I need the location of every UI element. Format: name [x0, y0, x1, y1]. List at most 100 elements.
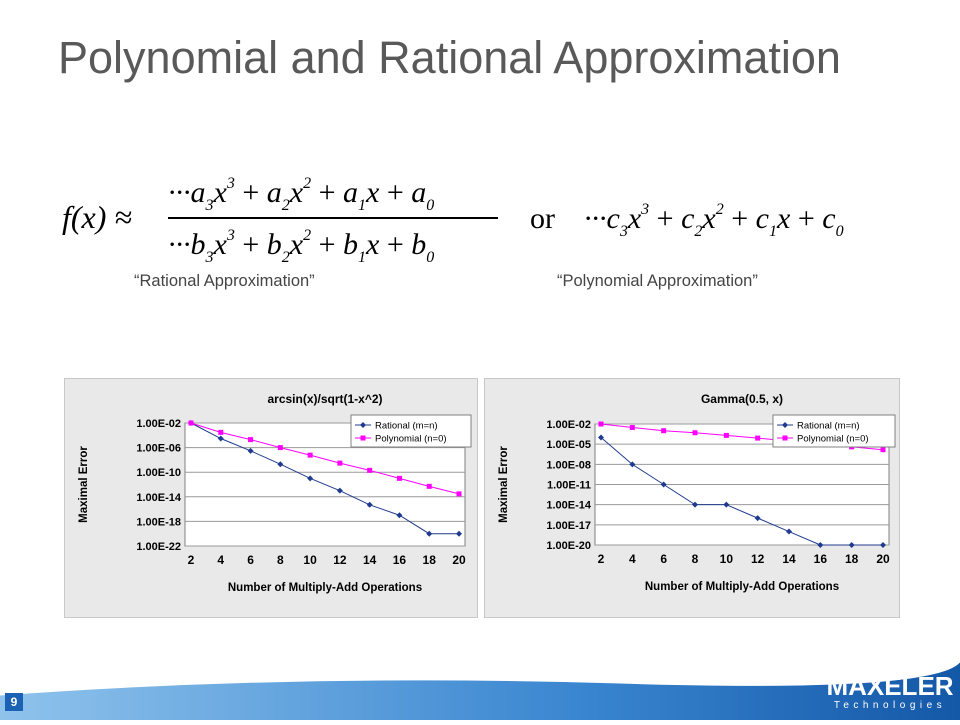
data-point	[188, 420, 194, 426]
x-tick-label: 12	[333, 553, 347, 567]
polynomial-formula: ···c3x3 + c2x2 + c1x + c0	[584, 201, 844, 240]
data-point	[848, 542, 855, 548]
y-tick-label: 1.00E-02	[546, 419, 591, 431]
series-line	[190, 422, 459, 535]
chart-panel-gamma: Gamma(0.5, x) 1.00E-02 1.00E-05 1.00E-08 1.0…	[484, 378, 900, 618]
caption-rational: “Rational Approximation”	[134, 272, 315, 290]
series-line	[190, 422, 460, 495]
x-tick-label: 8	[692, 552, 699, 566]
rational-denominator: ···b3x3 + b2x2 + b1x + b0	[168, 227, 434, 266]
y-tick-label: 1.00E-11	[547, 480, 591, 492]
data-point	[396, 475, 402, 481]
legend-label: Polynomial (n=0)	[375, 434, 447, 445]
x-tick-label: 4	[629, 552, 636, 566]
data-point	[366, 501, 373, 508]
data-point	[337, 460, 343, 466]
y-tick-label: 1.00E-05	[546, 439, 591, 451]
data-point	[786, 528, 792, 535]
legend-marker	[782, 435, 788, 441]
data-point	[692, 430, 698, 436]
y-tick-label: 1.00E-08	[546, 459, 591, 471]
x-axis-label: Number of Multiply-Add Operations	[228, 582, 422, 594]
data-point	[880, 542, 886, 548]
data-point	[426, 483, 432, 489]
legend-box	[350, 414, 472, 448]
x-tick-label: 2	[598, 552, 605, 566]
data-point	[598, 434, 604, 441]
data-point	[248, 437, 254, 443]
x-tick-label: 6	[660, 552, 667, 566]
y-axis-label: Maximal Error	[78, 446, 90, 523]
y-tick-label: 1.00E-22	[136, 541, 181, 553]
data-point	[307, 475, 314, 482]
data-point	[367, 467, 373, 473]
y-tick-label: 1.00E-02	[136, 418, 181, 430]
page-number: 9	[5, 693, 23, 711]
data-point	[218, 429, 224, 435]
y-axis-label: Maximal Error	[498, 446, 510, 523]
y-tick-label: 1.00E-17	[546, 520, 591, 532]
data-point	[456, 491, 462, 497]
data-point	[660, 481, 667, 488]
data-point	[426, 530, 433, 537]
formula-lhs: f(x) ≈	[62, 199, 132, 235]
data-point	[217, 435, 224, 442]
data-point	[817, 542, 824, 548]
x-tick-label: 4	[217, 553, 224, 567]
data-point	[755, 435, 761, 441]
slide-title: Polynomial and Rational Approximation	[58, 32, 841, 83]
x-tick-label: 12	[751, 552, 765, 566]
data-point	[336, 487, 343, 494]
data-point	[277, 461, 284, 468]
x-tick-label: 2	[188, 553, 195, 567]
y-tick-label: 1.00E-06	[136, 443, 181, 455]
legend-box	[772, 414, 896, 448]
data-point	[277, 445, 283, 451]
legend-label: Polynomial (n=0)	[797, 434, 869, 445]
legend-label: Rational (m=n)	[797, 421, 860, 432]
x-tick-label: 10	[303, 553, 317, 567]
x-tick-label: 8	[277, 553, 284, 567]
chart-gamma: Gamma(0.5, x) 1.00E-02 1.00E-05 1.00E-08 1.0…	[498, 392, 896, 593]
y-tick-label: 1.00E-10	[136, 467, 181, 479]
data-point	[723, 432, 729, 438]
chart-arcsin: arcsin(x)/sqrt(1-x^2) 1.00E-02 1.00E-06 1.0…	[78, 392, 472, 594]
y-tick-label: 1.00E-14	[546, 500, 592, 512]
data-point	[629, 461, 636, 468]
maxeler-logo: MAXELER Technologies	[826, 672, 954, 716]
legend-marker	[782, 422, 788, 428]
legend-marker	[360, 435, 366, 441]
logo-sub: Technologies	[833, 700, 947, 711]
x-tick-label: 16	[814, 552, 828, 566]
chart-panel-arcsin: arcsin(x)/sqrt(1-x^2) 1.00E-02 1.00E-06 1.0…	[64, 378, 478, 618]
x-tick-label: 6	[247, 553, 254, 567]
legend-label: Rational (m=n)	[375, 421, 438, 432]
rational-numerator: ···a3x3 + a2x2 + a1x + a0	[168, 175, 434, 214]
formula-or: or	[530, 202, 555, 235]
data-point	[880, 447, 886, 453]
footer-wave	[0, 659, 960, 720]
chart-title: arcsin(x)/sqrt(1-x^2)	[267, 392, 382, 406]
data-point	[307, 452, 313, 458]
formula-area: f(x) ≈ ···a3x3 + a2x2 + a1x + a0 ···b3x3…	[58, 158, 918, 278]
y-tick-label: 1.00E-14	[136, 492, 182, 504]
chart-title: Gamma(0.5, x)	[701, 392, 783, 406]
x-tick-label: 18	[845, 552, 859, 566]
x-tick-label: 20	[876, 552, 890, 566]
x-tick-label: 14	[363, 553, 377, 567]
x-tick-label: 14	[782, 552, 796, 566]
x-tick-label: 18	[423, 553, 437, 567]
x-axis-label: Number of Multiply-Add Operations	[645, 581, 839, 593]
x-tick-label: 16	[393, 553, 407, 567]
y-tick-label: 1.00E-20	[546, 540, 591, 552]
data-point	[661, 428, 667, 434]
data-point	[456, 530, 462, 537]
series-line	[600, 437, 883, 546]
footer-bar	[0, 659, 960, 720]
logo-word: MAXELER	[826, 671, 954, 701]
data-point	[754, 515, 761, 522]
data-point	[629, 425, 635, 431]
caption-polynomial: “Polynomial Approximation”	[557, 272, 758, 290]
legend-marker	[360, 422, 366, 428]
x-tick-label: 20	[452, 553, 466, 567]
